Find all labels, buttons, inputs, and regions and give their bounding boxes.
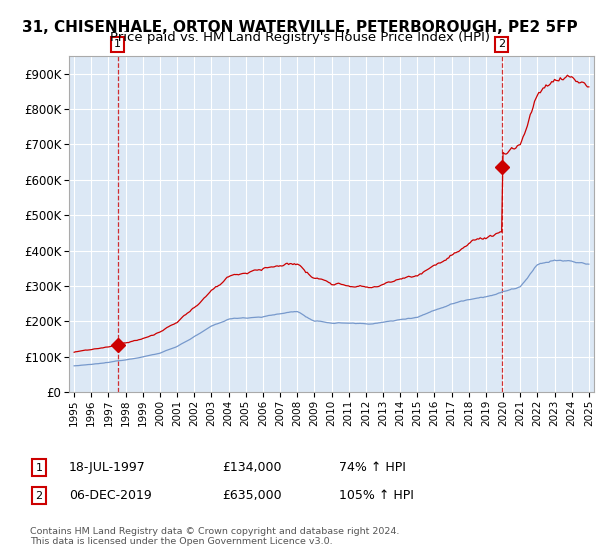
Text: 18-JUL-1997: 18-JUL-1997 — [69, 461, 146, 474]
Text: 06-DEC-2019: 06-DEC-2019 — [69, 489, 152, 502]
Text: 74% ↑ HPI: 74% ↑ HPI — [339, 461, 406, 474]
Text: £134,000: £134,000 — [222, 461, 281, 474]
Text: 1: 1 — [35, 463, 43, 473]
Text: 2: 2 — [498, 39, 505, 49]
Text: £635,000: £635,000 — [222, 489, 281, 502]
Text: 2: 2 — [35, 491, 43, 501]
Text: 1: 1 — [114, 39, 121, 49]
Text: Contains HM Land Registry data © Crown copyright and database right 2024.
This d: Contains HM Land Registry data © Crown c… — [30, 526, 400, 546]
Text: 105% ↑ HPI: 105% ↑ HPI — [339, 489, 414, 502]
Text: 31, CHISENHALE, ORTON WATERVILLE, PETERBOROUGH, PE2 5FP: 31, CHISENHALE, ORTON WATERVILLE, PETERB… — [22, 20, 578, 35]
Text: Price paid vs. HM Land Registry's House Price Index (HPI): Price paid vs. HM Land Registry's House … — [110, 31, 490, 44]
